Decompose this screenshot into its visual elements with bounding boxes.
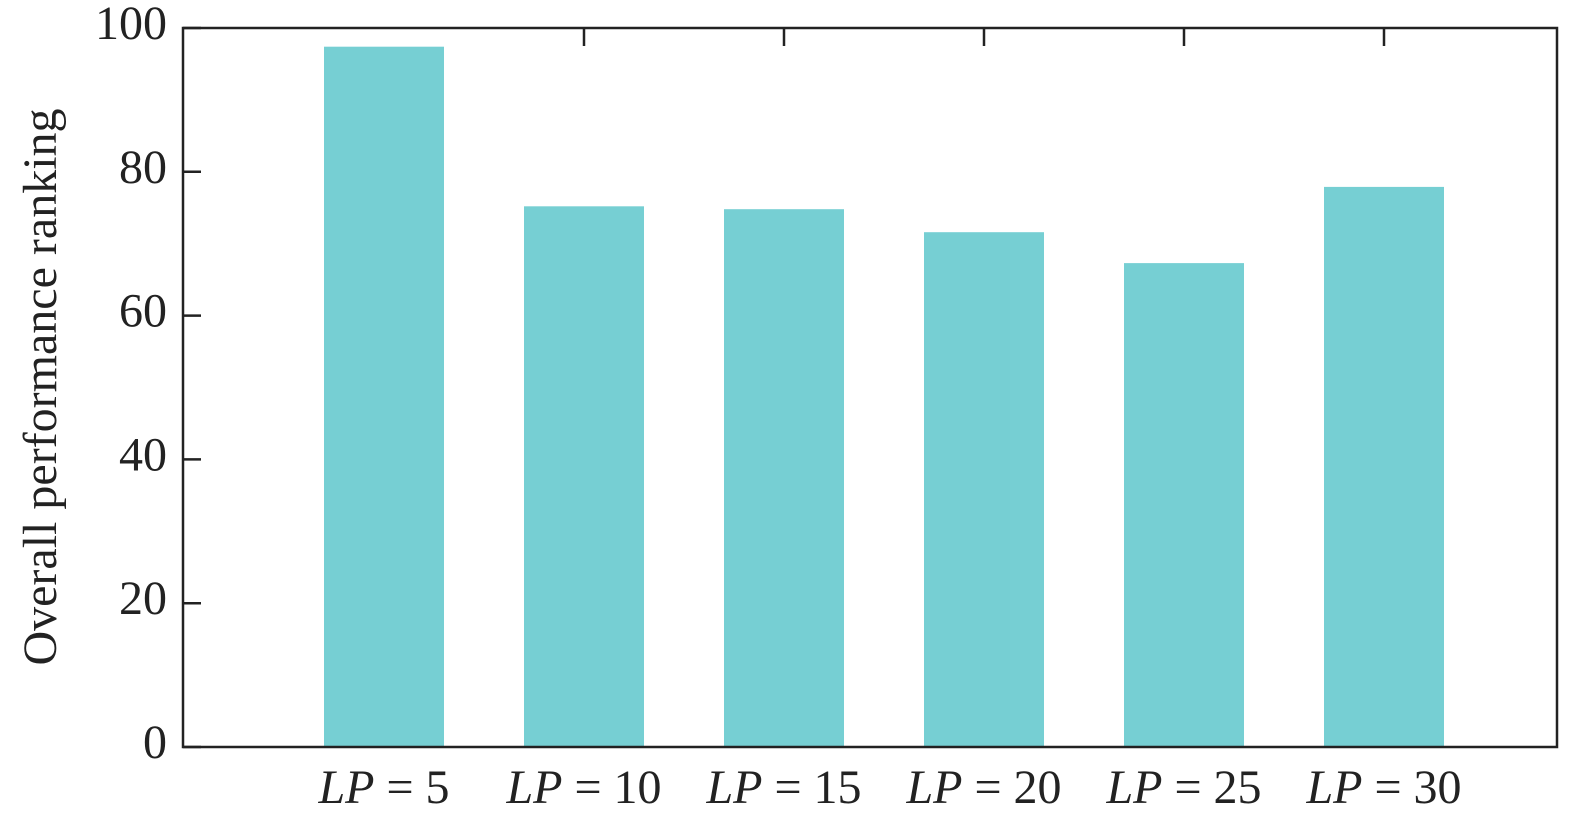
bar <box>1124 263 1244 747</box>
x-tick-label-part: = 10 <box>562 761 661 814</box>
x-tick-label-part: = 30 <box>1362 761 1461 814</box>
x-tick-label: LP = 20 <box>905 761 1061 814</box>
x-tick-label: LP = 15 <box>705 761 861 814</box>
y-axis-label: Overall performance ranking <box>14 108 67 665</box>
x-tick-label-part: = 5 <box>374 761 449 814</box>
x-tick-label: LP = 5 <box>317 761 449 814</box>
x-tick-label-part: = 25 <box>1162 761 1261 814</box>
x-tick-label-part: LP <box>1305 761 1362 814</box>
y-tick-label: 0 <box>143 716 167 769</box>
y-tick-label: 100 <box>95 0 167 50</box>
x-tick-label-part: LP <box>705 761 762 814</box>
x-tick-label-part: LP <box>905 761 962 814</box>
x-tick-label-part: LP <box>1105 761 1162 814</box>
bar <box>324 46 444 748</box>
bar <box>1324 186 1444 748</box>
bar <box>724 209 844 748</box>
x-tick-label: LP = 10 <box>505 761 661 814</box>
plot-frame <box>181 26 1559 749</box>
y-tick-label: 60 <box>119 285 167 338</box>
bar <box>524 206 644 747</box>
x-tick-label: LP = 25 <box>1105 761 1261 814</box>
x-tick-label-part: = 15 <box>762 761 861 814</box>
x-tick-label-part: LP <box>505 761 562 814</box>
y-tick-label: 40 <box>119 428 167 481</box>
x-tick-label: LP = 30 <box>1305 761 1461 814</box>
bar <box>924 232 1044 748</box>
y-tick-label: 20 <box>119 572 167 625</box>
x-tick-label-part: LP <box>317 761 374 814</box>
x-tick-label-part: = 20 <box>962 761 1061 814</box>
y-tick-label: 80 <box>119 141 167 194</box>
